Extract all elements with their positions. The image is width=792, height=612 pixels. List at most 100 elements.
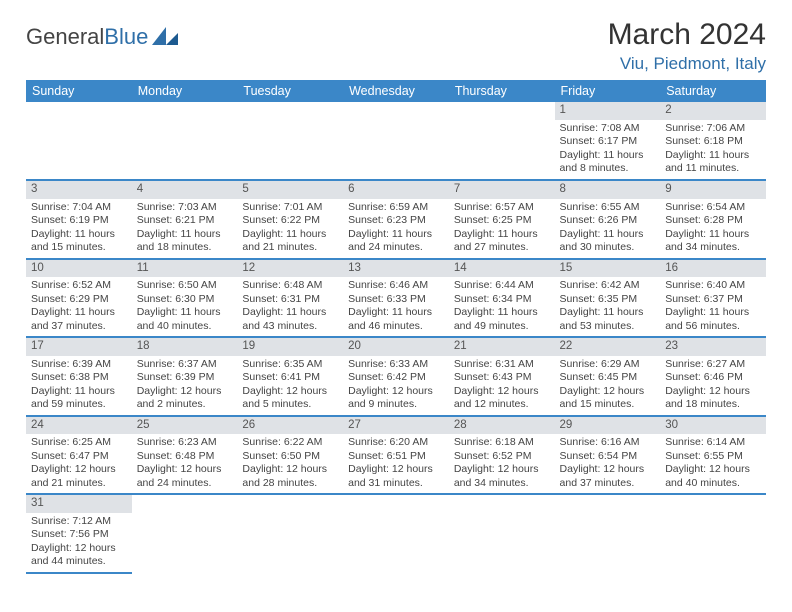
day-details: Sunrise: 6:39 AMSunset: 6:38 PMDaylight:…: [26, 356, 132, 415]
day-details: Sunrise: 6:57 AMSunset: 6:25 PMDaylight:…: [449, 199, 555, 258]
calendar-cell: [237, 494, 343, 573]
weekday-header: Friday: [555, 80, 661, 102]
day-number: 22: [555, 338, 661, 356]
page-title: March 2024: [608, 18, 766, 52]
calendar-cell: 30Sunrise: 6:14 AMSunset: 6:55 PMDayligh…: [660, 416, 766, 495]
day-number: 31: [26, 495, 132, 513]
calendar-cell: 15Sunrise: 6:42 AMSunset: 6:35 PMDayligh…: [555, 259, 661, 338]
day-number: 18: [132, 338, 238, 356]
calendar-cell: 31Sunrise: 7:12 AMSunset: 7:56 PMDayligh…: [26, 494, 132, 573]
calendar-cell: [449, 494, 555, 573]
calendar-cell: 26Sunrise: 6:22 AMSunset: 6:50 PMDayligh…: [237, 416, 343, 495]
day-details: Sunrise: 6:31 AMSunset: 6:43 PMDaylight:…: [449, 356, 555, 415]
day-number: 13: [343, 260, 449, 278]
day-details: Sunrise: 6:20 AMSunset: 6:51 PMDaylight:…: [343, 434, 449, 493]
calendar-cell: 8Sunrise: 6:55 AMSunset: 6:26 PMDaylight…: [555, 180, 661, 259]
calendar-cell: [237, 102, 343, 180]
day-number: 27: [343, 417, 449, 435]
calendar-row: 1Sunrise: 7:08 AMSunset: 6:17 PMDaylight…: [26, 102, 766, 180]
day-details: Sunrise: 7:08 AMSunset: 6:17 PMDaylight:…: [555, 120, 661, 179]
calendar-cell: [343, 494, 449, 573]
calendar-row: 3Sunrise: 7:04 AMSunset: 6:19 PMDaylight…: [26, 180, 766, 259]
calendar-cell: 9Sunrise: 6:54 AMSunset: 6:28 PMDaylight…: [660, 180, 766, 259]
calendar-cell: 27Sunrise: 6:20 AMSunset: 6:51 PMDayligh…: [343, 416, 449, 495]
logo-text-2: Blue: [104, 24, 148, 50]
day-details: Sunrise: 6:22 AMSunset: 6:50 PMDaylight:…: [237, 434, 343, 493]
day-details: Sunrise: 6:52 AMSunset: 6:29 PMDaylight:…: [26, 277, 132, 336]
calendar-cell: [132, 102, 238, 180]
logo: GeneralBlue: [26, 24, 178, 50]
day-number: 10: [26, 260, 132, 278]
calendar-cell: 11Sunrise: 6:50 AMSunset: 6:30 PMDayligh…: [132, 259, 238, 338]
calendar-row: 10Sunrise: 6:52 AMSunset: 6:29 PMDayligh…: [26, 259, 766, 338]
calendar-cell: 14Sunrise: 6:44 AMSunset: 6:34 PMDayligh…: [449, 259, 555, 338]
header: GeneralBlue March 2024 Viu, Piedmont, It…: [26, 18, 766, 74]
calendar-cell: 7Sunrise: 6:57 AMSunset: 6:25 PMDaylight…: [449, 180, 555, 259]
day-details: Sunrise: 7:01 AMSunset: 6:22 PMDaylight:…: [237, 199, 343, 258]
day-number: 4: [132, 181, 238, 199]
day-number: 7: [449, 181, 555, 199]
calendar-cell: 12Sunrise: 6:48 AMSunset: 6:31 PMDayligh…: [237, 259, 343, 338]
day-details: Sunrise: 6:29 AMSunset: 6:45 PMDaylight:…: [555, 356, 661, 415]
day-number: 12: [237, 260, 343, 278]
calendar-cell: 25Sunrise: 6:23 AMSunset: 6:48 PMDayligh…: [132, 416, 238, 495]
logo-text-1: General: [26, 24, 104, 50]
calendar-cell: 20Sunrise: 6:33 AMSunset: 6:42 PMDayligh…: [343, 337, 449, 416]
day-details: Sunrise: 7:12 AMSunset: 7:56 PMDaylight:…: [26, 513, 132, 572]
calendar-cell: 29Sunrise: 6:16 AMSunset: 6:54 PMDayligh…: [555, 416, 661, 495]
calendar-cell: 13Sunrise: 6:46 AMSunset: 6:33 PMDayligh…: [343, 259, 449, 338]
day-number: 8: [555, 181, 661, 199]
calendar-cell: 5Sunrise: 7:01 AMSunset: 6:22 PMDaylight…: [237, 180, 343, 259]
day-details: Sunrise: 6:23 AMSunset: 6:48 PMDaylight:…: [132, 434, 238, 493]
page-subtitle: Viu, Piedmont, Italy: [608, 54, 766, 74]
calendar-cell: 24Sunrise: 6:25 AMSunset: 6:47 PMDayligh…: [26, 416, 132, 495]
calendar-cell: 6Sunrise: 6:59 AMSunset: 6:23 PMDaylight…: [343, 180, 449, 259]
day-number: 24: [26, 417, 132, 435]
calendar-cell: 4Sunrise: 7:03 AMSunset: 6:21 PMDaylight…: [132, 180, 238, 259]
calendar-cell: 18Sunrise: 6:37 AMSunset: 6:39 PMDayligh…: [132, 337, 238, 416]
day-details: Sunrise: 7:04 AMSunset: 6:19 PMDaylight:…: [26, 199, 132, 258]
calendar-cell: [660, 494, 766, 573]
day-number: 15: [555, 260, 661, 278]
day-details: Sunrise: 6:35 AMSunset: 6:41 PMDaylight:…: [237, 356, 343, 415]
day-number: 5: [237, 181, 343, 199]
day-number: 28: [449, 417, 555, 435]
logo-icon: [152, 27, 178, 45]
calendar-cell: 10Sunrise: 6:52 AMSunset: 6:29 PMDayligh…: [26, 259, 132, 338]
day-number: 30: [660, 417, 766, 435]
day-number: 29: [555, 417, 661, 435]
day-details: Sunrise: 6:46 AMSunset: 6:33 PMDaylight:…: [343, 277, 449, 336]
weekday-header: Tuesday: [237, 80, 343, 102]
day-number: 20: [343, 338, 449, 356]
day-details: Sunrise: 7:06 AMSunset: 6:18 PMDaylight:…: [660, 120, 766, 179]
title-block: March 2024 Viu, Piedmont, Italy: [608, 18, 766, 74]
calendar-cell: [132, 494, 238, 573]
day-number: 21: [449, 338, 555, 356]
day-details: Sunrise: 6:37 AMSunset: 6:39 PMDaylight:…: [132, 356, 238, 415]
calendar-row: 17Sunrise: 6:39 AMSunset: 6:38 PMDayligh…: [26, 337, 766, 416]
day-number: 14: [449, 260, 555, 278]
day-details: Sunrise: 6:40 AMSunset: 6:37 PMDaylight:…: [660, 277, 766, 336]
calendar-table: SundayMondayTuesdayWednesdayThursdayFrid…: [26, 80, 766, 574]
day-details: Sunrise: 7:03 AMSunset: 6:21 PMDaylight:…: [132, 199, 238, 258]
day-details: Sunrise: 6:25 AMSunset: 6:47 PMDaylight:…: [26, 434, 132, 493]
weekday-header: Thursday: [449, 80, 555, 102]
day-number: 6: [343, 181, 449, 199]
day-details: Sunrise: 6:50 AMSunset: 6:30 PMDaylight:…: [132, 277, 238, 336]
day-number: 1: [555, 102, 661, 120]
day-number: 16: [660, 260, 766, 278]
day-number: 2: [660, 102, 766, 120]
day-number: 23: [660, 338, 766, 356]
calendar-cell: [449, 102, 555, 180]
day-number: 19: [237, 338, 343, 356]
weekday-header: Monday: [132, 80, 238, 102]
calendar-cell: 16Sunrise: 6:40 AMSunset: 6:37 PMDayligh…: [660, 259, 766, 338]
day-details: Sunrise: 6:14 AMSunset: 6:55 PMDaylight:…: [660, 434, 766, 493]
day-number: 3: [26, 181, 132, 199]
calendar-cell: 1Sunrise: 7:08 AMSunset: 6:17 PMDaylight…: [555, 102, 661, 180]
day-details: Sunrise: 6:54 AMSunset: 6:28 PMDaylight:…: [660, 199, 766, 258]
calendar-cell: 3Sunrise: 7:04 AMSunset: 6:19 PMDaylight…: [26, 180, 132, 259]
day-details: Sunrise: 6:33 AMSunset: 6:42 PMDaylight:…: [343, 356, 449, 415]
weekday-header: Sunday: [26, 80, 132, 102]
day-details: Sunrise: 6:18 AMSunset: 6:52 PMDaylight:…: [449, 434, 555, 493]
